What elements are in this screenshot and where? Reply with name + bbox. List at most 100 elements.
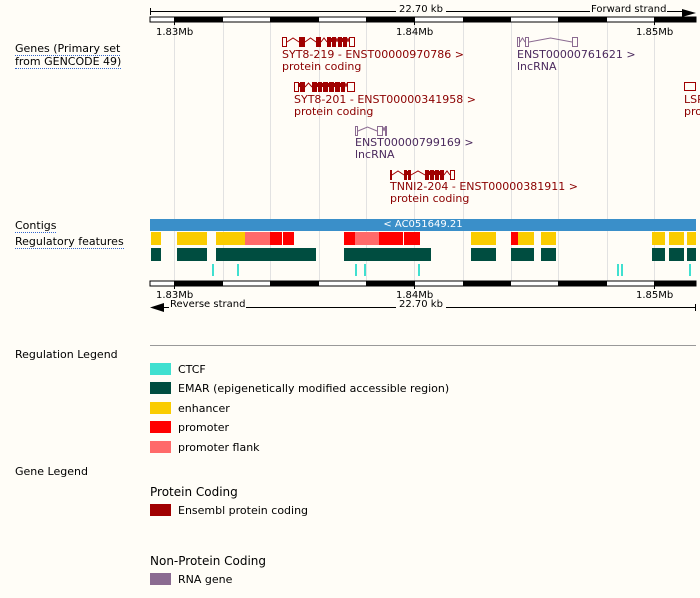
regulatory-feature: [216, 232, 245, 245]
regulatory-feature: [404, 232, 420, 245]
legend-label: EMAR (epigenetically modified accessible…: [178, 382, 450, 395]
ctcf-swatch: [150, 363, 171, 375]
exon: [408, 170, 411, 180]
ruler-segment: [558, 281, 607, 286]
legend-label: CTCF: [178, 363, 206, 376]
exon: [316, 37, 321, 47]
transcript-label[interactable]: SYT8-201 - ENST00000341958 >: [294, 93, 476, 106]
ruler-bar: [149, 16, 697, 23]
intron: [519, 37, 526, 43]
transcript-label[interactable]: SYT8-219 - ENST00000970786 >: [282, 48, 464, 61]
exon: [684, 82, 696, 91]
tick-label: 1.83Mb: [156, 27, 194, 38]
intron: [330, 37, 333, 43]
tick-label: 1.84Mb: [396, 27, 434, 38]
transcript-biotype: protein coding: [294, 105, 374, 118]
genes-track-label[interactable]: Genes (Primary set: [15, 42, 121, 56]
intron: [333, 82, 336, 88]
exon: [435, 170, 439, 180]
exon: [390, 170, 392, 180]
ruler-segment: [270, 17, 319, 22]
exon: [338, 37, 342, 47]
exon: [323, 82, 328, 92]
transcript-label[interactable]: ENST00000761621 >: [517, 48, 636, 61]
emar-feature: [471, 248, 496, 261]
ctcf-feature: [418, 264, 420, 276]
legend-label: promoter flank: [178, 441, 260, 454]
forward-arrow-icon: [682, 9, 696, 17]
exon: [355, 126, 358, 136]
intron: [443, 170, 451, 176]
regulatory-feature: [283, 232, 294, 245]
ruler-bar: [149, 280, 697, 287]
forward-strand-label: Forward strand: [590, 4, 668, 15]
ruler-segment: [174, 17, 223, 22]
contigs-track-label[interactable]: Contigs: [15, 219, 57, 233]
exon: [332, 37, 336, 47]
promoter-swatch: [150, 421, 171, 433]
non-protein-coding-title: Non-Protein Coding: [150, 554, 267, 568]
transcript-biotype: protein coding: [282, 60, 362, 73]
exon: [335, 82, 340, 92]
intron: [320, 37, 328, 43]
regulatory-feature: [471, 232, 496, 245]
intron: [298, 82, 301, 88]
gene-legend-title: Gene Legend: [15, 465, 88, 478]
genes-track-label-2[interactable]: from GENCODE 49): [15, 55, 122, 69]
protein-coding-swatch: [150, 504, 171, 516]
emar-feature: [151, 248, 161, 261]
exon: [450, 170, 455, 180]
tick-label: 1.84Mb: [396, 290, 434, 301]
intron: [327, 82, 330, 88]
exon: [282, 37, 287, 47]
regulatory-feature: [511, 232, 518, 245]
regulatory-feature: [270, 232, 282, 245]
regulatory-feature: [518, 232, 534, 245]
transcript-label[interactable]: LSP: [684, 93, 700, 106]
regulatory-feature: [687, 232, 696, 245]
emar-feature: [216, 248, 316, 261]
ruler-segment: [558, 17, 607, 22]
ctcf-feature: [237, 264, 239, 276]
exon: [517, 37, 520, 47]
transcript-label[interactable]: ENST00000799169 >: [355, 136, 474, 149]
intron: [346, 37, 350, 43]
regulatory-feature: [344, 232, 355, 245]
exon: [440, 170, 444, 180]
regulatory-track-label[interactable]: Regulatory features: [15, 235, 124, 249]
contig-label[interactable]: < AC051649.21: [383, 219, 463, 230]
protein-coding-title: Protein Coding: [150, 485, 238, 499]
intron: [406, 170, 409, 176]
intron: [321, 82, 324, 88]
reverse-strand-label: Reverse strand: [169, 299, 247, 310]
transcript-biotype: pro: [684, 105, 700, 118]
exon: [425, 170, 429, 180]
regulatory-feature: [541, 232, 556, 245]
transcript-label[interactable]: TNNI2-204 - ENST00000381911 >: [390, 180, 578, 193]
legend-label: promoter: [178, 421, 230, 434]
exon: [385, 126, 387, 136]
emar-swatch: [150, 382, 171, 394]
regulatory-feature: [669, 232, 684, 245]
ruler-length-top: 22.70 kb: [396, 4, 446, 15]
emar-feature: [344, 248, 431, 261]
regulatory-feature: [652, 232, 665, 245]
intron: [391, 170, 405, 176]
exon: [329, 82, 334, 92]
tick-label: 1.83Mb: [156, 290, 194, 301]
legend-label: enhancer: [178, 402, 230, 415]
exon: [343, 37, 347, 47]
regulatory-feature: [177, 232, 207, 245]
intron: [316, 82, 319, 88]
ruler-segment: [654, 17, 696, 22]
ctcf-feature: [355, 264, 357, 276]
ruler-segment: [270, 281, 319, 286]
intron: [335, 37, 339, 43]
exon: [300, 82, 305, 92]
legend-label: RNA gene: [178, 573, 233, 586]
intron: [357, 126, 378, 132]
transcript-biotype: lncRNA: [517, 60, 557, 73]
enhancer-swatch: [150, 402, 171, 414]
intron: [410, 170, 426, 176]
